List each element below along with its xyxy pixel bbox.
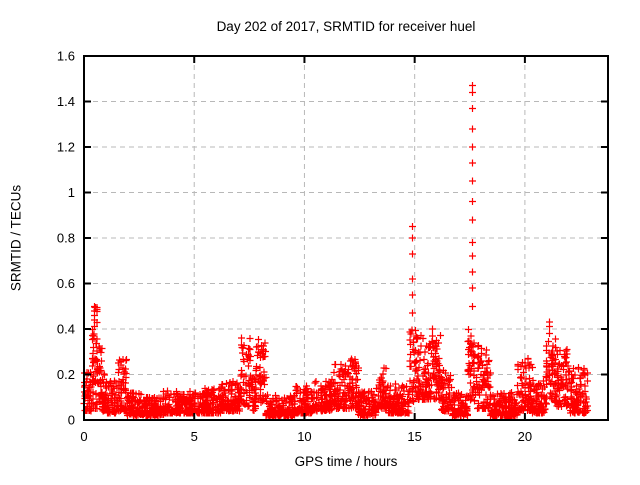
y-tick-label: 1.4 — [57, 94, 75, 109]
y-tick-label: 0.4 — [57, 322, 75, 337]
x-tick-label: 5 — [191, 429, 198, 444]
y-tick-label: 0.6 — [57, 276, 75, 291]
y-tick-label: 0 — [68, 413, 75, 428]
x-tick-label: 15 — [407, 429, 421, 444]
y-tick-label: 1 — [68, 185, 75, 200]
x-tick-label: 0 — [80, 429, 87, 444]
y-tick-label: 1.6 — [57, 49, 75, 64]
y-tick-label: 0.8 — [57, 231, 75, 246]
x-tick-label: 20 — [518, 429, 532, 444]
data-points — [80, 82, 591, 419]
y-axis-label: SRMTID / TECUs — [8, 184, 24, 292]
x-tick-label: 10 — [297, 429, 311, 444]
y-tick-label: 0.2 — [57, 367, 75, 382]
y-tick-label: 1.2 — [57, 140, 75, 155]
chart-title: Day 202 of 2017, SRMTID for receiver hue… — [216, 19, 476, 34]
x-axis-label: GPS time / hours — [294, 454, 398, 469]
